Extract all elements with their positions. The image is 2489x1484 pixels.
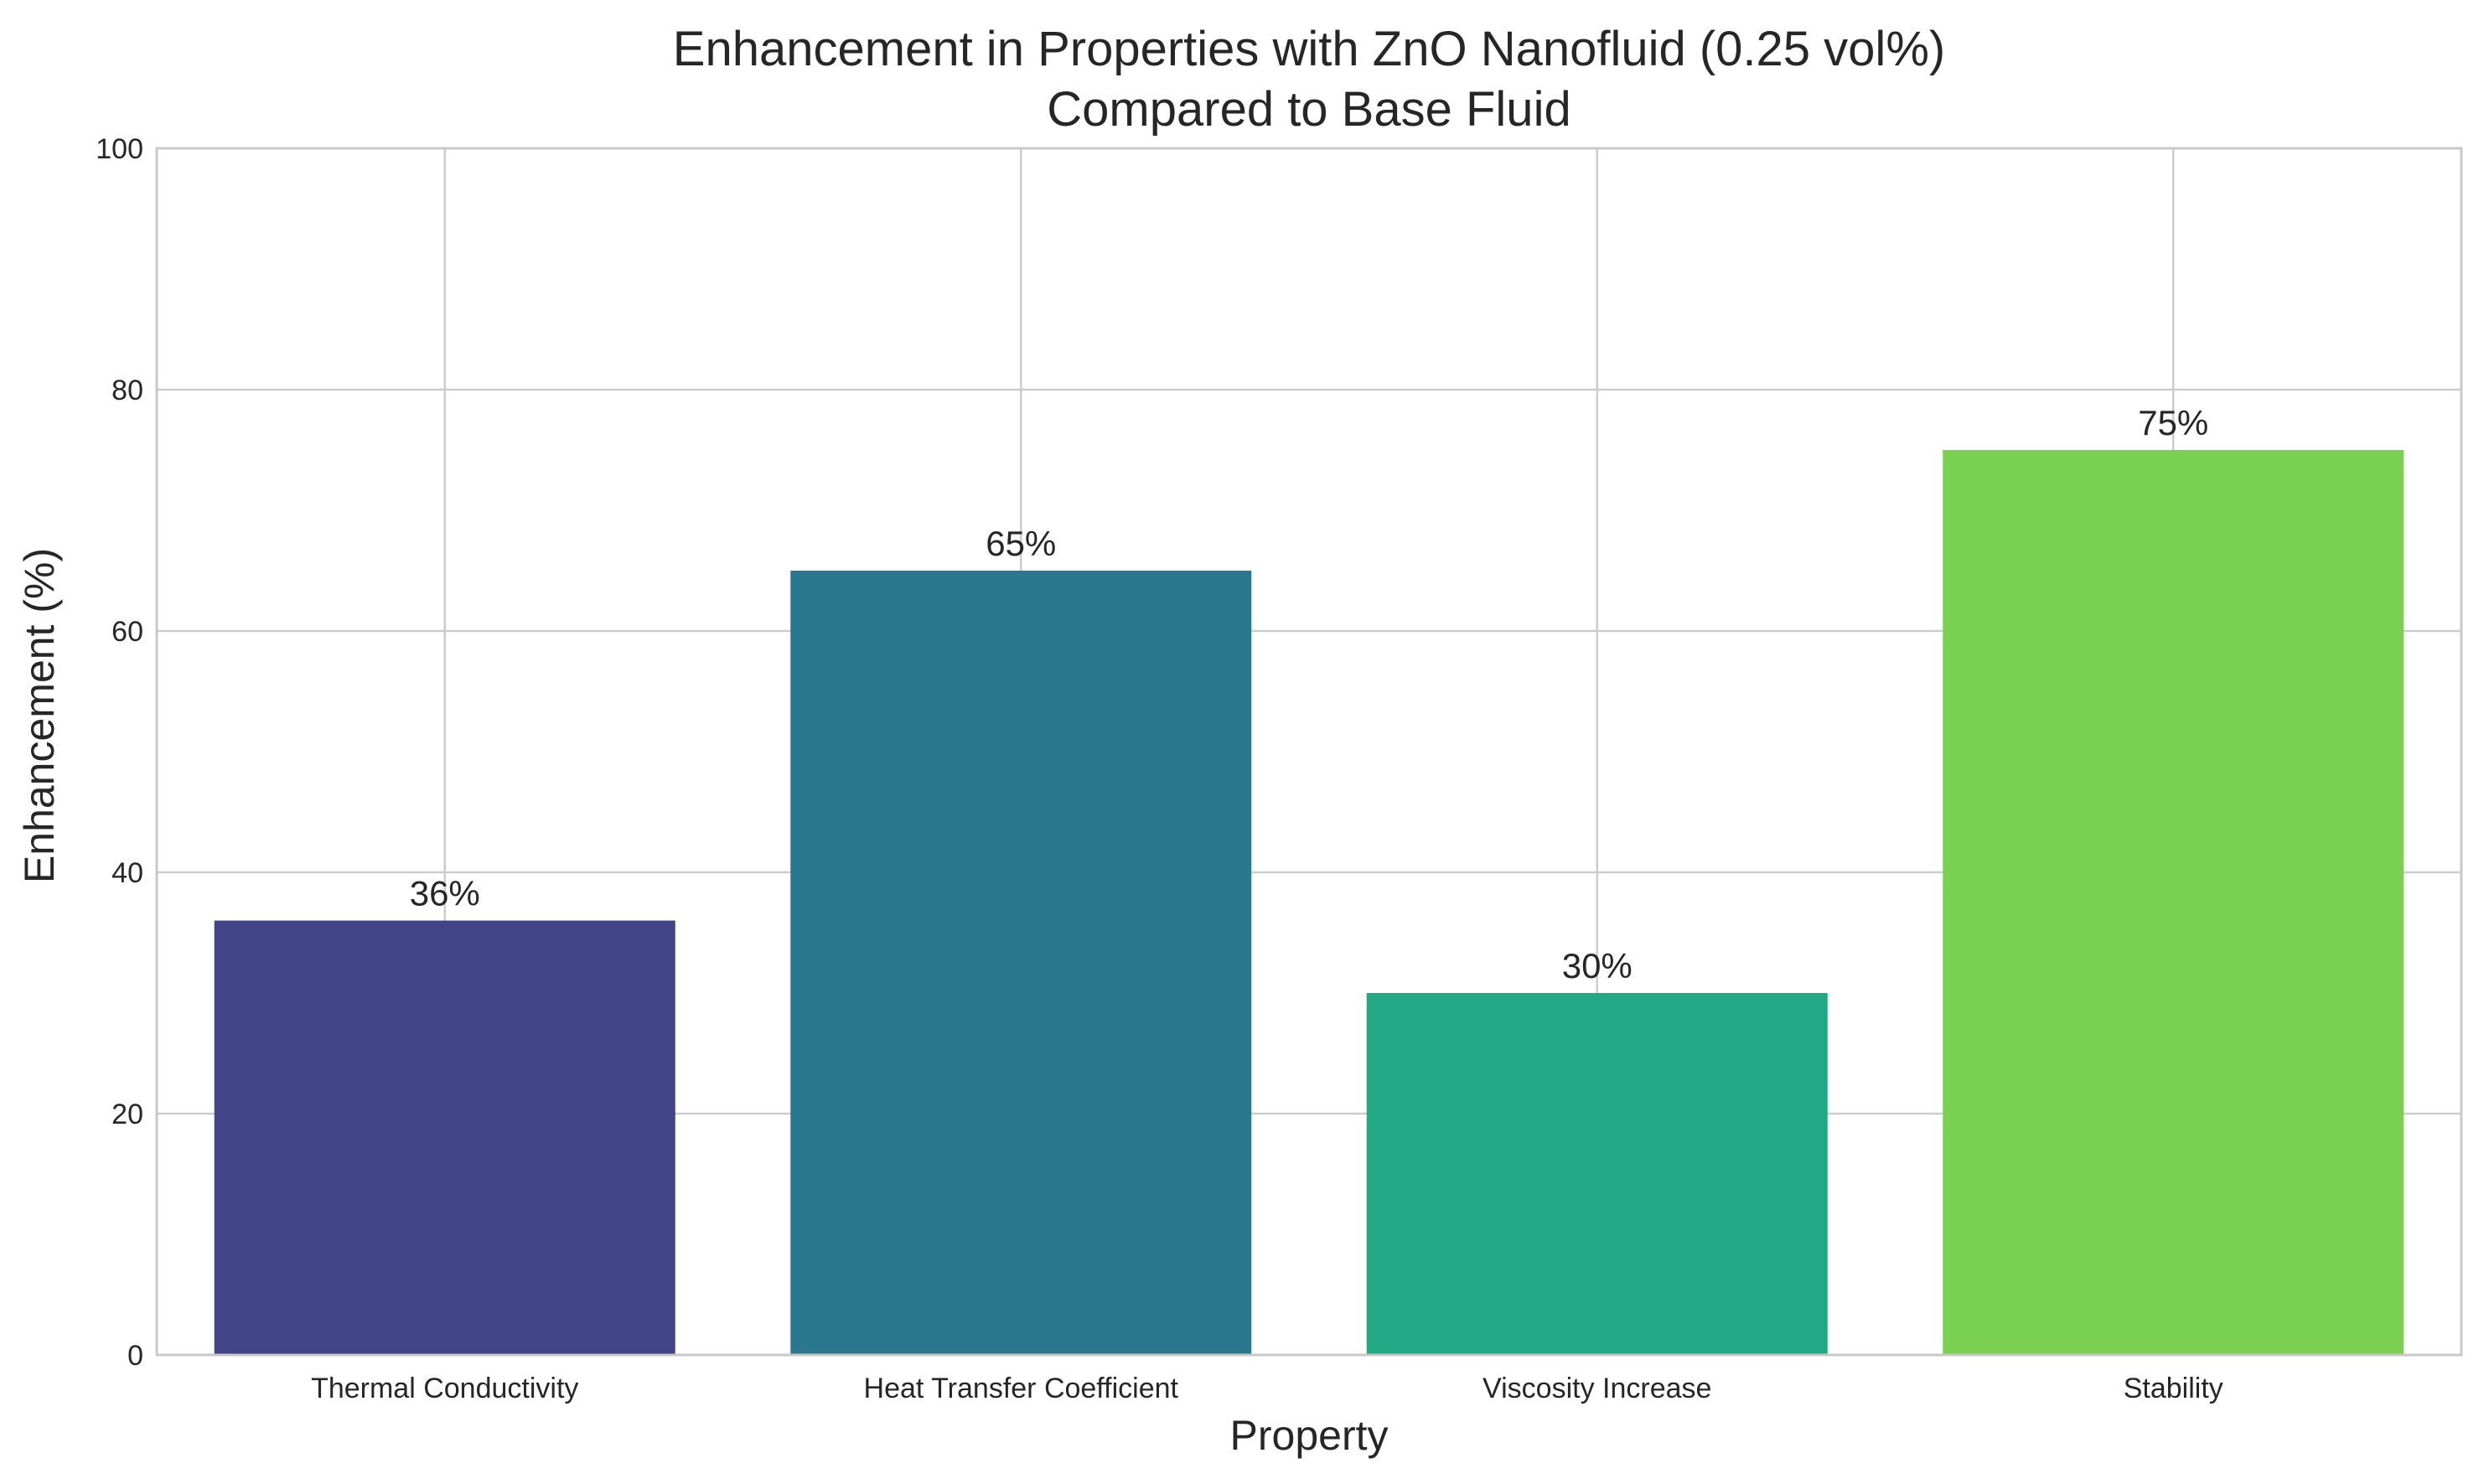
x-axis-label: Property — [1230, 1412, 1389, 1459]
x-tick-labels: Thermal Conductivity Heat Transfer Coeffi… — [311, 1373, 2223, 1404]
data-labels: 36% 65% 30% 75% — [410, 403, 2209, 985]
chart-title: Enhancement in Properties with ZnO Nanof… — [673, 22, 1945, 137]
x-tick-label: Stability — [2124, 1373, 2223, 1404]
y-tick-label: 100 — [96, 133, 143, 165]
bar — [214, 920, 675, 1355]
bar-value-label: 36% — [410, 874, 480, 913]
y-axis-label: Enhancement (%) — [16, 548, 63, 883]
chart-title-line-1: Enhancement in Properties with ZnO Nanof… — [673, 22, 1945, 76]
bar — [1366, 993, 1828, 1355]
plot-frame — [155, 147, 2463, 1357]
x-tick-label: Heat Transfer Coefficient — [864, 1373, 1179, 1404]
y-tick-label: 20 — [111, 1099, 143, 1130]
y-tick-label: 80 — [111, 375, 143, 406]
y-tick-label: 60 — [111, 616, 143, 648]
chart-title-line-2: Compared to Base Fluid — [1047, 82, 1571, 137]
bar-value-label: 30% — [1562, 946, 1633, 985]
bar-value-label: 65% — [986, 524, 1056, 563]
bar-value-label: 75% — [2138, 403, 2208, 442]
bars — [214, 450, 2404, 1355]
x-tick-label: Viscosity Increase — [1483, 1373, 1711, 1404]
y-tick-labels: 0 20 40 60 80 100 — [96, 133, 143, 1372]
bar — [790, 571, 1252, 1355]
y-tick-label: 0 — [127, 1340, 143, 1372]
y-tick-label: 40 — [111, 857, 143, 889]
x-tick-label: Thermal Conductivity — [311, 1373, 578, 1404]
bar — [1943, 450, 2404, 1355]
